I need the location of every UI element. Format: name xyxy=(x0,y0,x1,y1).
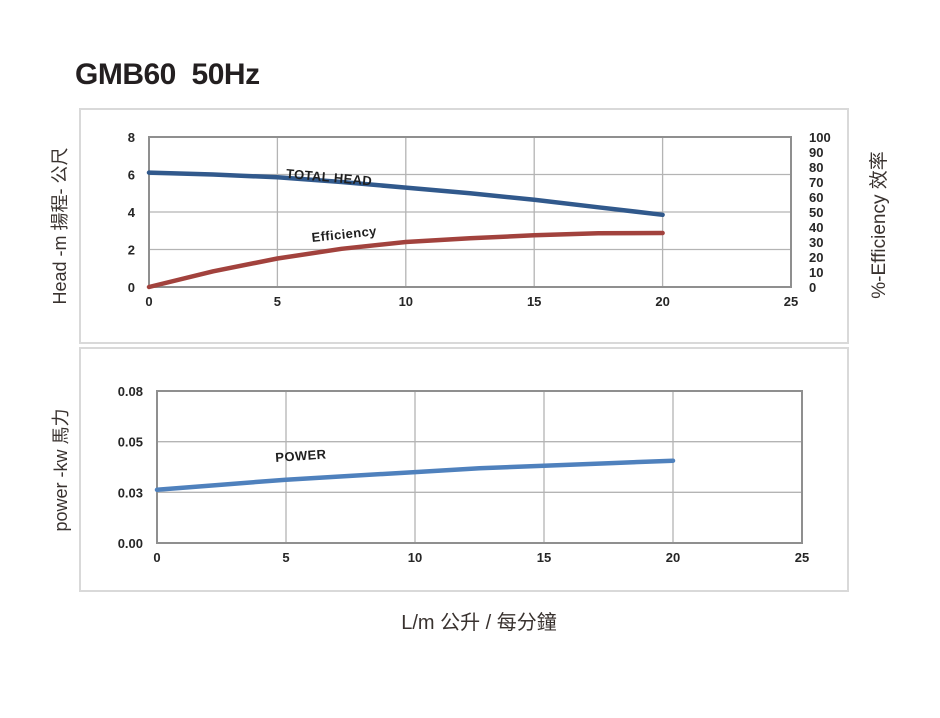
total-head-curve xyxy=(146,170,665,218)
x-tick-label: 5 xyxy=(274,294,281,309)
power-curve xyxy=(154,458,676,493)
curve-label: TOTAL HEAD xyxy=(285,166,372,188)
x-tick-label: 10 xyxy=(399,294,413,309)
y-right-tick-label: 100 xyxy=(809,130,831,145)
y-right-tick-label: 0 xyxy=(809,280,816,295)
x-tick-label: 5 xyxy=(282,550,289,565)
page-title: GMB60 50Hz xyxy=(75,58,260,91)
efficiency-curve xyxy=(146,230,665,290)
x-tick-label: 20 xyxy=(655,294,669,309)
y-left-tick-label: 0.00 xyxy=(118,536,143,551)
y-right-tick-label: 20 xyxy=(809,250,823,265)
y-right-tick-label: 60 xyxy=(809,190,823,205)
power-chart-panel: 0.00 0.03 0.05 0.08 0 5 10 15 20 25 POWER xyxy=(79,347,849,592)
y-right-tick-label: 30 xyxy=(809,235,823,250)
plot-border xyxy=(156,390,803,544)
y-left-tick-label: 0.03 xyxy=(118,485,143,500)
y-right-tick-label: 70 xyxy=(809,175,823,190)
y-left-tick-label: 0.05 xyxy=(118,435,143,450)
y-right-tick-label: 40 xyxy=(809,220,823,235)
y-left-tick-label: 0 xyxy=(128,280,135,295)
x-tick-label: 0 xyxy=(153,550,160,565)
power-axis-title: power -kw 馬力 xyxy=(51,408,71,532)
y-right-tick-label: 10 xyxy=(809,265,823,280)
x-tick-label: 0 xyxy=(145,294,152,309)
x-tick-label: 25 xyxy=(795,550,809,565)
y-left-tick-label: 2 xyxy=(128,243,135,258)
y-left-tick-label: 8 xyxy=(128,130,135,145)
y-right-tick-label: 80 xyxy=(809,160,823,175)
flow-axis-title: L/m 公升 / 每分鐘 xyxy=(401,612,557,634)
y-left-tick-label: 4 xyxy=(128,205,136,220)
y-left-tick-label: 6 xyxy=(128,168,135,183)
x-tick-label: 25 xyxy=(784,294,798,309)
x-tick-label: 20 xyxy=(666,550,680,565)
head-efficiency-chart-panel: 0 2 4 6 8 0 5 10 15 20 25 0 10 20 30 40 50 60 70 80 90 100 TOT… xyxy=(79,108,849,344)
y-right-tick-label: 90 xyxy=(809,145,823,160)
efficiency-axis-title: %-Efficiency 效率 xyxy=(869,151,890,299)
x-tick-label: 15 xyxy=(527,294,541,309)
curve-label: Efficiency xyxy=(311,223,378,245)
x-tick-label: 10 xyxy=(408,550,422,565)
plot-border xyxy=(148,136,792,288)
power-chart: 0.00 0.03 0.05 0.08 0 5 10 15 20 25 POWER xyxy=(118,384,810,565)
x-tick-label: 15 xyxy=(537,550,551,565)
curve-label: POWER xyxy=(275,446,327,465)
y-left-tick-label: 0.08 xyxy=(118,384,143,399)
y-right-tick-label: 50 xyxy=(809,205,823,220)
